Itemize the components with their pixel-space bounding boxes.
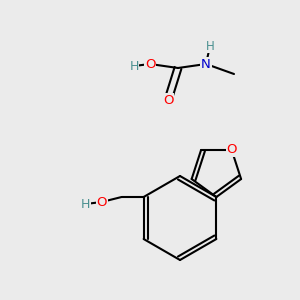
Text: H: H <box>206 40 214 52</box>
Text: O: O <box>96 196 107 208</box>
Text: H: H <box>81 197 90 211</box>
Text: O: O <box>145 58 155 70</box>
Text: O: O <box>163 94 173 106</box>
Text: O: O <box>226 143 237 157</box>
Text: N: N <box>201 58 211 70</box>
Text: H: H <box>129 59 139 73</box>
